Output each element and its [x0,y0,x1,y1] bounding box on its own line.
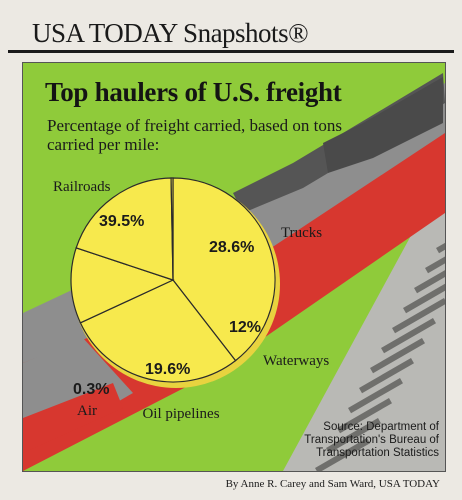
rail-bed [283,173,445,471]
pie-slice-air [170,177,174,281]
label-trucks: Trucks [281,225,323,241]
rail-tie [392,298,445,334]
rail-tie [381,318,436,354]
rail-tie [403,277,445,314]
value-air: 0.3% [73,381,110,398]
rail-tie [359,358,414,394]
pie-chart [70,177,276,383]
rail-tie [414,258,445,294]
coal-load-2 [323,77,443,173]
pie-slice-oil-pipelines [75,177,174,281]
rail-tie [348,378,403,414]
rail-tie [337,397,392,434]
snapshots-header: USA TODAY Snapshots® [8,6,454,53]
byline: By Anne R. Carey and Sam Ward, USA TODAY [225,478,440,490]
value-trucks: 28.6% [209,239,255,256]
rail-ties [315,217,445,471]
chart-illustration [23,63,445,471]
value-waterways: 12% [229,319,262,336]
pie-slice-waterways [70,247,175,324]
chart-panel: Top haulers of U.S. freight Percentage o… [22,62,446,472]
chart-title: Top haulers of U.S. freight [45,77,342,107]
value-oil-pipelines: 19.6% [145,361,191,378]
rail-tie [326,418,381,454]
rail-tie [315,438,370,471]
header-title: USA TODAY Snapshots® [32,18,309,48]
label-waterways: Waterways [263,353,330,369]
pie-slice-railroads [172,177,276,362]
label-oil-pipelines: Oil pipelines [142,406,220,422]
label-air: Air [77,403,97,419]
front-car-side [23,383,123,453]
rail-tie [425,238,445,274]
chart-subtitle: Percentage of freight carried, based on … [47,116,343,154]
source-note: Source: Department of Transportation's B… [304,421,439,459]
label-railroads: Railroads [53,179,111,195]
value-railroads: 39.5% [99,213,145,230]
rail-tie [370,337,425,374]
